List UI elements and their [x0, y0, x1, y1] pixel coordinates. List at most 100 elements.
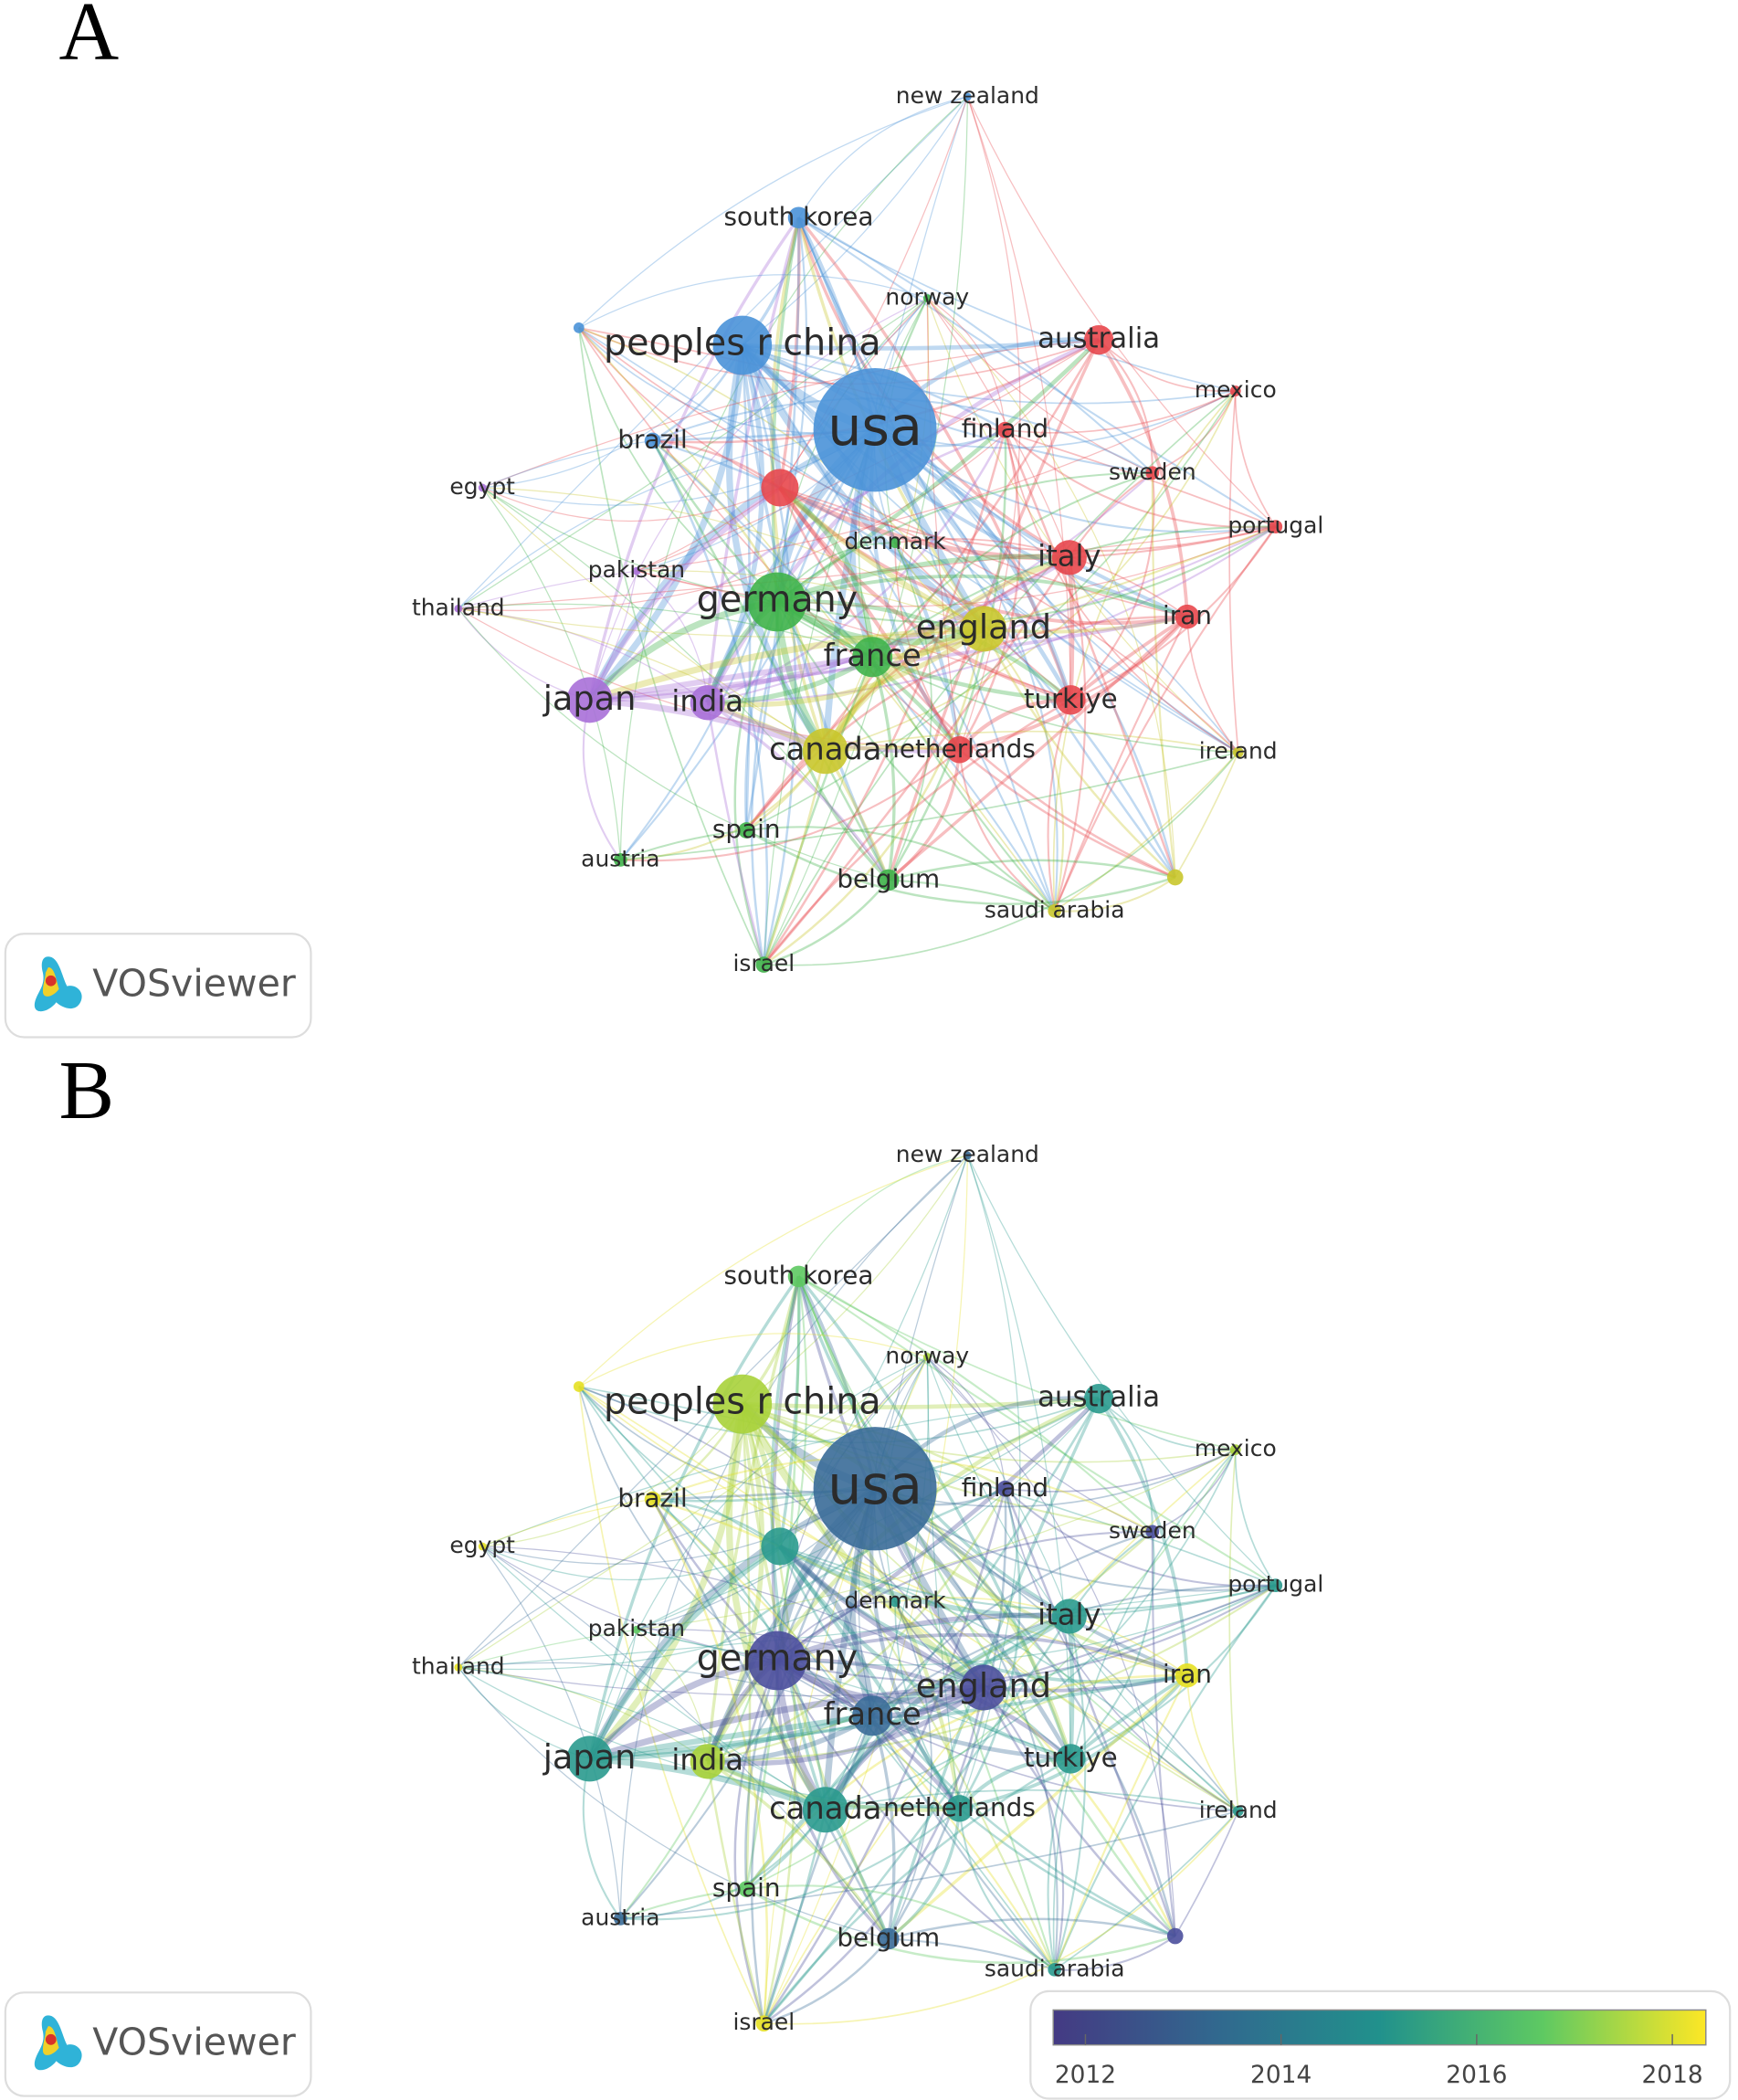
colorbar-label: 2012	[1055, 2061, 1116, 2089]
edge	[1004, 429, 1176, 878]
edge	[587, 216, 800, 701]
node	[1083, 324, 1114, 355]
node	[1174, 1662, 1200, 1688]
edge	[1098, 1398, 1153, 1532]
node	[878, 869, 900, 892]
edge	[481, 439, 653, 489]
edge	[887, 1808, 962, 1940]
node	[712, 315, 773, 375]
edge	[763, 1615, 1070, 2024]
edge	[652, 1498, 1176, 1937]
node	[963, 92, 972, 101]
edge	[586, 1544, 782, 1760]
edge	[871, 656, 1056, 912]
edge	[739, 1402, 986, 1691]
edge	[797, 1275, 1277, 1587]
node	[787, 1265, 810, 1288]
edge	[887, 1488, 1007, 1940]
node-label: australia	[1038, 1381, 1160, 1414]
node-label: israel	[732, 2009, 795, 2035]
node-label: japan	[542, 1737, 637, 1777]
edge	[651, 439, 890, 881]
node-label: peoples r china	[604, 1381, 881, 1423]
edge	[481, 487, 890, 881]
edge	[777, 1544, 985, 1691]
edge	[888, 1600, 932, 1939]
edge	[763, 1937, 890, 2025]
edge	[775, 338, 1101, 604]
node-label: peoples r china	[604, 322, 881, 364]
node-label: norway	[885, 1343, 969, 1369]
edge	[778, 1544, 876, 1716]
edge	[636, 1629, 1071, 1759]
edge	[926, 298, 1176, 878]
edge	[1054, 876, 1176, 913]
edge	[458, 607, 827, 752]
edge	[651, 439, 769, 966]
edge	[589, 1614, 1071, 1762]
node-label: belgium	[837, 863, 940, 893]
edge	[636, 1629, 985, 1689]
node-label: thailand	[412, 594, 505, 620]
node	[566, 677, 613, 723]
node-label: usa	[827, 1453, 922, 1516]
edge	[778, 485, 876, 658]
node-label: south korea	[723, 201, 873, 231]
node-label: saudi arabia	[985, 896, 1125, 923]
edge	[458, 607, 985, 638]
edge	[888, 859, 1176, 881]
edge	[1053, 557, 1087, 912]
edge	[763, 1687, 985, 2025]
edge	[578, 327, 961, 751]
edge	[871, 1530, 1153, 1717]
edge	[578, 1386, 1188, 1677]
edge	[707, 627, 985, 708]
edge	[481, 487, 827, 752]
node-label: canada	[769, 732, 881, 767]
edge	[888, 879, 1056, 913]
edge	[983, 1686, 1065, 1970]
node	[996, 421, 1014, 438]
node-label: england	[916, 1666, 1051, 1705]
edge	[871, 655, 1071, 702]
edge	[874, 428, 1176, 878]
edge	[733, 601, 779, 966]
edge	[895, 538, 1188, 617]
edge	[871, 1715, 1056, 1971]
edge	[481, 339, 1100, 489]
edge	[742, 1155, 968, 1405]
edge	[578, 1386, 985, 1688]
edge	[870, 1715, 896, 1939]
edge	[983, 628, 1065, 912]
edge	[481, 1398, 1100, 1547]
edge	[742, 343, 1073, 701]
edge	[652, 1356, 928, 1501]
node	[1269, 1578, 1283, 1593]
edge	[588, 625, 985, 703]
edge	[458, 1356, 928, 1668]
edge	[458, 1488, 876, 1668]
node	[1166, 1927, 1184, 1945]
node	[573, 1381, 585, 1392]
edge	[651, 1498, 890, 1940]
panel-letter: B	[59, 1044, 115, 1136]
edge	[458, 1666, 985, 1697]
edge	[776, 471, 1153, 603]
node	[922, 1353, 932, 1362]
node-label: netherlands	[883, 733, 1036, 764]
edge	[779, 1546, 1239, 1812]
edge	[588, 1683, 985, 1762]
edge	[482, 1403, 743, 1547]
edge	[888, 1917, 1176, 1940]
logo-box	[4, 933, 312, 1039]
edge	[797, 96, 968, 218]
edge	[958, 1807, 1176, 1937]
node-label: france	[824, 638, 922, 673]
node	[878, 1927, 900, 1950]
edge	[779, 487, 1239, 754]
node-label: turkiye	[1024, 683, 1118, 714]
edge	[458, 1585, 1276, 1669]
edge	[578, 1386, 765, 2024]
